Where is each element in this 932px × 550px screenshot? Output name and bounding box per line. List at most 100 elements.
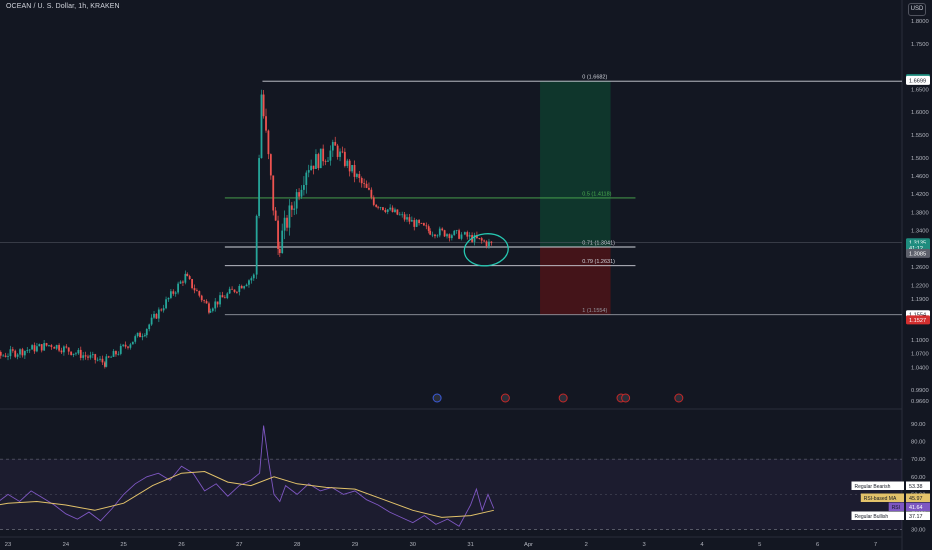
candle-body [99, 358, 101, 360]
loss-zone [540, 246, 611, 315]
price-tick-label: 0.9660 [911, 399, 929, 405]
candle-body [177, 283, 180, 293]
candle-body [382, 207, 384, 210]
rsi-tag-box [888, 502, 904, 511]
candle-body [148, 324, 151, 330]
rsi-ma-line [0, 470, 494, 518]
time-tick-label: 31 [467, 542, 473, 548]
candle-body [84, 355, 87, 357]
currency-button[interactable]: USD [908, 3, 926, 16]
fib-label: 0.5 (1.4118) [582, 191, 611, 197]
fib-label: 1 (1.1554) [582, 308, 607, 314]
candle-body [331, 141, 334, 151]
candle-body [203, 300, 206, 302]
fib-label: 0.71 (1.3041) [582, 240, 615, 246]
rsi-tag-label: RSI [892, 505, 900, 511]
candle-body [258, 158, 260, 216]
candle-body [172, 291, 175, 294]
candle-body [63, 346, 65, 353]
symbol-title: OCEAN / U. S. Dollar, 1h, KRAKEN [6, 3, 120, 10]
candle-body [310, 165, 313, 171]
candle-body [468, 235, 471, 237]
rsi-tick-label: 80.00 [911, 439, 926, 445]
candle-body [89, 355, 92, 358]
price-tick-label: 1.4200 [911, 192, 929, 198]
candle-body [473, 235, 476, 242]
candle-body [272, 175, 275, 211]
candle-body [107, 356, 110, 358]
candle-body [319, 148, 322, 169]
price-tick-label: 1.2600 [911, 265, 929, 271]
candle-body [485, 241, 488, 247]
candle-body [434, 234, 436, 237]
candle-body [458, 230, 460, 239]
price-tick-label: 0.9900 [911, 388, 929, 394]
candle-body [50, 345, 53, 347]
candle-body [265, 116, 267, 131]
candle-body [377, 206, 380, 208]
candle-body [31, 345, 33, 350]
candle-body [379, 207, 382, 209]
rsi-tag-label: RSI-based MA [864, 496, 897, 502]
candle-body [160, 309, 163, 311]
candle-body [67, 347, 70, 352]
time-tick-label: 5 [758, 542, 761, 548]
candle-body [295, 192, 298, 209]
candle-body [153, 313, 155, 318]
candle-body [226, 293, 229, 299]
candle-body [77, 349, 80, 354]
rsi-value-label: 45.97 [909, 496, 923, 502]
candle-body [4, 355, 7, 357]
candle-body [243, 286, 246, 289]
candle-body [23, 350, 26, 356]
candle-body [134, 336, 137, 342]
candle-body [162, 308, 165, 311]
candle-body [7, 356, 9, 357]
annotation-ellipse [463, 233, 509, 267]
rsi-value-box [906, 493, 930, 502]
candle-body [240, 285, 243, 289]
candle-body [286, 217, 288, 228]
candle-body [389, 207, 392, 210]
time-tick-label: 25 [120, 542, 126, 548]
fib-label: 0.79 (1.2631) [582, 259, 615, 265]
candle-body [351, 165, 353, 172]
candle-body [182, 281, 184, 283]
candle-body [16, 354, 19, 357]
candle-body [209, 310, 212, 313]
candle-body [255, 215, 258, 275]
time-tick-label: 23 [5, 542, 11, 548]
candle-body [82, 355, 85, 358]
time-tick-label: 6 [816, 542, 819, 548]
price-tag [906, 248, 930, 258]
candle-body [60, 350, 63, 353]
candle-body [290, 205, 293, 210]
candle-body [252, 274, 255, 279]
candle-body [384, 209, 387, 212]
time-tick-label: 3 [643, 542, 646, 548]
candle-body [48, 345, 50, 346]
profit-zone [540, 81, 611, 247]
price-tick-label: 1.2200 [911, 283, 929, 289]
candle-body [65, 346, 68, 348]
candle-body [186, 273, 189, 277]
rsi-value-label: 37.17 [909, 514, 923, 520]
candle-body [298, 192, 300, 197]
candle-body [293, 208, 296, 210]
candle-body [141, 336, 144, 338]
candle-body [274, 210, 277, 221]
price-tick-label: 1.0700 [911, 352, 929, 358]
event-marker-icon [621, 393, 631, 403]
candle-series [0, 89, 493, 369]
candle-body [375, 204, 378, 207]
event-marker-icon [432, 393, 442, 403]
rsi-value-label: 53.38 [909, 484, 923, 490]
candle-body [105, 356, 108, 367]
candle-body [124, 344, 127, 347]
candle-body [429, 230, 432, 235]
candle-body [315, 154, 317, 169]
rsi-tick-label: 90.00 [911, 422, 926, 428]
candle-body [45, 343, 48, 346]
